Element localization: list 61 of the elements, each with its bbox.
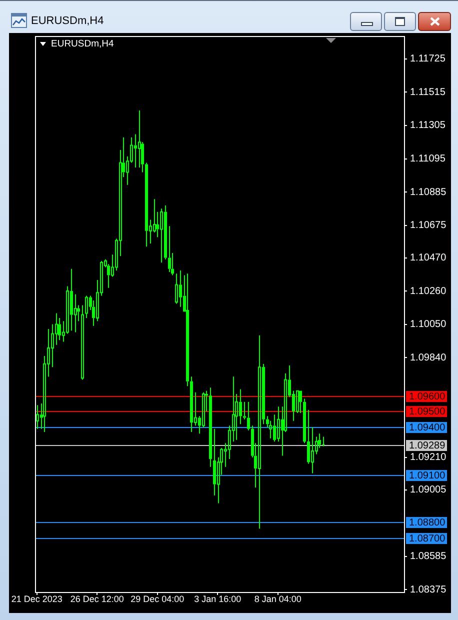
y-tick-label: 1.09210 (410, 452, 447, 464)
candlestick (168, 226, 171, 273)
y-tick-label: 1.10675 (410, 220, 447, 232)
candlestick (164, 204, 167, 260)
candlestick (186, 273, 189, 387)
candlestick (311, 426, 314, 474)
window-title: EURUSDm,H4 (31, 14, 104, 28)
candlestick (303, 398, 306, 444)
x-tick-label: 3 Jan 16:00 (194, 594, 242, 604)
ref-line-label: 1.09400 (409, 422, 446, 434)
ref-line-label: 1.09289 (409, 440, 446, 452)
x-tick-label: 26 Dec 12:00 (70, 594, 124, 604)
candlestick (51, 324, 54, 368)
ref-line-label: 1.08800 (409, 517, 446, 528)
candlestick (81, 304, 84, 380)
y-tick-label: 1.10885 (410, 186, 447, 198)
y-tick-label: 1.08375 (410, 584, 447, 596)
y-tick-label: 1.09840 (410, 352, 447, 364)
candlestick (145, 162, 148, 248)
x-tick-label: 29 Dec 04:00 (130, 594, 184, 604)
x-tick-label: 21 Dec 2023 (11, 594, 62, 604)
candlestick (55, 312, 58, 346)
ref-line-label: 1.09600 (409, 391, 446, 402)
candlestick (156, 211, 159, 238)
candlestick (277, 406, 280, 442)
x-tick-label: 8 Jan 04:00 (254, 594, 302, 604)
candlestick (107, 264, 110, 288)
candlestick (153, 198, 156, 233)
y-tick-label: 1.10050 (410, 319, 447, 330)
candlestick (138, 110, 141, 168)
candlestick (190, 376, 193, 433)
ref-line-label: 1.08700 (409, 533, 446, 544)
candlestick (134, 134, 137, 168)
y-tick-label: 1.11515 (410, 86, 446, 98)
y-tick-label: 1.10260 (410, 286, 447, 297)
ref-line-label: 1.09100 (409, 470, 446, 482)
candlestick (239, 388, 242, 425)
candlestick (273, 414, 276, 442)
candlestick (243, 401, 246, 420)
candlestick (58, 317, 61, 341)
candlestick (247, 401, 250, 431)
candlestick (175, 273, 178, 304)
candlestick (213, 428, 216, 496)
candlestick (70, 268, 73, 332)
candlestick (269, 420, 272, 439)
candlestick (36, 404, 39, 430)
y-tick-label: 1.11305 (410, 120, 446, 132)
y-tick-label: 1.09005 (410, 484, 447, 496)
candlestick (307, 409, 310, 464)
chart-title: EURUSDm,H4 (51, 38, 114, 50)
candlestick (77, 304, 80, 322)
y-tick-label: 1.11725 (410, 54, 446, 65)
y-tick-label: 1.10470 (410, 252, 447, 264)
ref-line-label: 1.09500 (409, 406, 446, 418)
candlestick (179, 270, 182, 308)
y-tick-label: 1.11095 (410, 154, 446, 165)
candlestick (74, 294, 77, 333)
y-tick-label: 1.08585 (410, 551, 447, 562)
candlestick (160, 208, 163, 264)
candlestick (209, 387, 212, 468)
candlestick (258, 334, 261, 530)
